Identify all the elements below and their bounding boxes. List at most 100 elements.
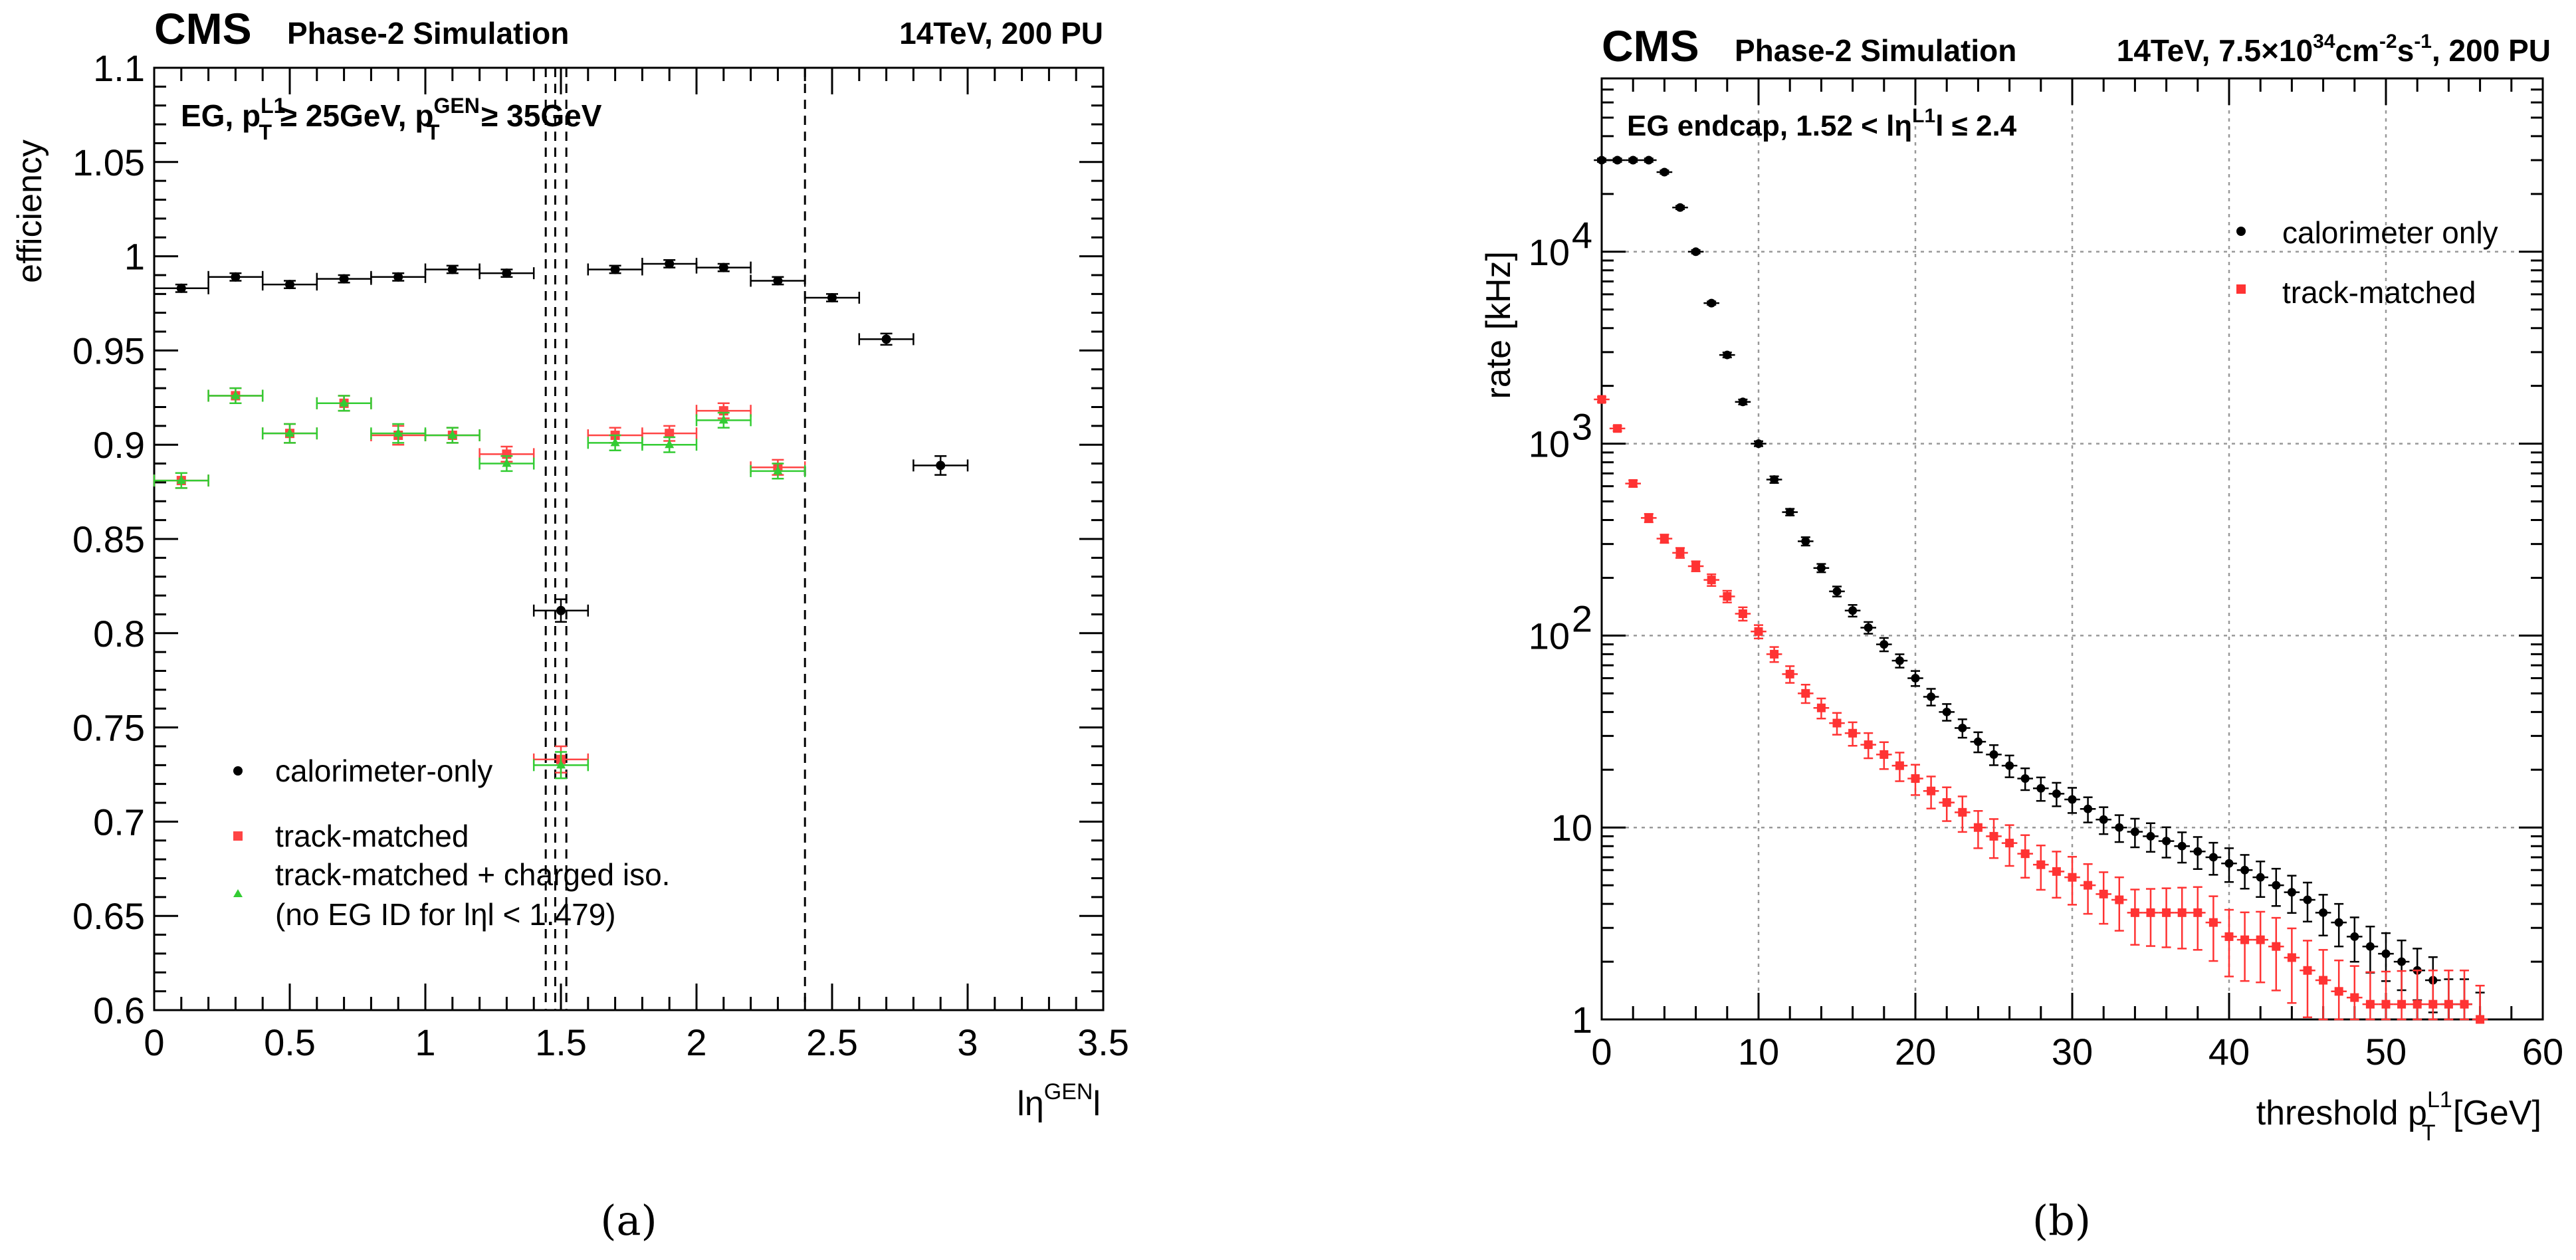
data-point-calorimeter-only <box>1816 564 1826 573</box>
data-point-calorimeter-only <box>1597 156 1606 165</box>
data-point-track-matched <box>1942 798 1951 807</box>
data-point-calorimeter-only <box>2115 823 2124 832</box>
data-point-calorimeter-only <box>2334 918 2343 927</box>
data-point-calorimeter-only <box>881 334 891 344</box>
data-point-track-matched <box>2397 999 2407 1009</box>
data-point-calorimeter-only <box>1927 692 1936 701</box>
panel-b-legend: calorimeter only track-matched <box>2236 215 2498 310</box>
legend-label-no-eg-id: (no EG ID for lηl < 1.479) <box>275 897 616 932</box>
panel-b-x-ticks: 0 10 20 30 40 50 60 <box>1591 78 2563 1073</box>
data-point-track-matched <box>2020 849 2030 859</box>
y-tick-label: 10 <box>1529 423 1570 465</box>
data-point-calorimeter-only <box>1723 350 1732 360</box>
data-point-calorimeter-only <box>339 274 349 284</box>
data-point-charged-iso <box>176 475 186 484</box>
data-point-track-matched <box>2177 908 2187 917</box>
panel-a-legend: calorimeter-only track-matched track-mat… <box>233 754 670 932</box>
data-point-calorimeter-only <box>1879 640 1889 649</box>
x-tick-label: 1.5 <box>535 1021 587 1063</box>
data-point-track-matched <box>1832 718 1842 728</box>
data-point-calorimeter-only <box>1958 723 1967 732</box>
data-point-calorimeter-only <box>2224 859 2234 868</box>
y-tick-label: 10 <box>1529 615 1570 657</box>
legend-marker-track-matched <box>233 831 243 841</box>
data-point-calorimeter-only <box>610 264 620 274</box>
panel-a-energy-label: 14TeV, 200 PU <box>899 16 1103 51</box>
data-point-calorimeter-only <box>176 283 186 293</box>
data-point-track-matched <box>2193 908 2202 917</box>
data-point-track-matched <box>1628 479 1638 488</box>
data-point-track-matched <box>2460 999 2469 1009</box>
x-tick-label: 3 <box>957 1021 978 1063</box>
data-point-calorimeter-only <box>1660 167 1669 177</box>
data-point-track-matched <box>1597 395 1606 404</box>
data-point-calorimeter-only <box>1738 397 1747 407</box>
data-point-calorimeter-only <box>2240 865 2250 875</box>
data-point-calorimeter-only <box>1707 298 1716 308</box>
data-point-track-matched <box>1879 750 1889 759</box>
panel-a-annotation: EG, pL1 T ≥ 25GeV, pGEN T ≥ 35GeV <box>181 94 602 144</box>
data-point-track-matched <box>2240 935 2250 944</box>
data-point-calorimeter-only <box>2193 847 2202 856</box>
panel-b-annotation: EG endcap, 1.52 < lηL1l ≤ 2.4 <box>1627 105 2017 142</box>
data-point-calorimeter-only <box>2005 761 2014 770</box>
data-point-calorimeter-only <box>2319 908 2328 917</box>
data-point-track-matched <box>1660 534 1669 544</box>
panel-a-caption: (a) <box>600 1196 657 1245</box>
data-point-calorimeter-only <box>2177 841 2187 851</box>
data-point-calorimeter-only <box>1628 156 1638 165</box>
data-point-calorimeter-only <box>1691 247 1701 257</box>
data-point-charged-iso <box>447 430 457 439</box>
x-tick-label: 20 <box>1895 1031 1936 1073</box>
data-point-track-matched <box>2208 918 2218 927</box>
legend-label-charged-iso: track-matched + charged iso. <box>275 857 670 892</box>
data-point-calorimeter-only <box>393 272 403 282</box>
data-point-calorimeter-only <box>1973 737 1983 746</box>
legend-marker-track-matched-b <box>2236 284 2246 294</box>
data-point-charged-iso <box>718 415 728 424</box>
data-point-track-matched <box>1613 424 1622 433</box>
panel-a-x-ticks: 0 0.5 1 1.5 2 2.5 3 3.5 <box>144 68 1129 1063</box>
x-tick-label: 60 <box>2522 1031 2563 1073</box>
data-point-calorimeter-only <box>1989 750 1998 759</box>
panel-b-caption: (b) <box>2032 1196 2091 1245</box>
data-point-calorimeter-only <box>1644 156 1654 165</box>
data-point-calorimeter-only <box>1848 606 1858 615</box>
data-point-track-matched <box>2350 993 2359 1002</box>
data-point-calorimeter-only <box>718 262 728 272</box>
data-point-track-matched <box>2084 881 2093 890</box>
data-point-calorimeter-only <box>2350 932 2359 941</box>
data-point-charged-iso <box>773 465 783 474</box>
x-tick-label: 50 <box>2365 1031 2407 1073</box>
y-tick-label: 1 <box>124 236 145 278</box>
data-point-calorimeter-only <box>2068 795 2077 804</box>
panel-a-cms-label: CMS <box>154 4 252 53</box>
data-point-track-matched <box>2428 999 2438 1009</box>
data-point-track-matched <box>1738 609 1747 618</box>
data-point-track-matched <box>1958 807 1967 817</box>
data-point-charged-iso <box>610 437 620 447</box>
x-tick-label: 0 <box>144 1021 164 1063</box>
data-point-calorimeter-only <box>231 272 241 282</box>
y-tick-label: 0.8 <box>93 613 145 655</box>
data-point-calorimeter-only <box>936 461 946 471</box>
y-tick-label: 0.95 <box>72 330 145 371</box>
data-point-calorimeter-only <box>2162 837 2171 846</box>
data-point-calorimeter-only <box>827 292 837 302</box>
data-point-track-matched <box>2036 860 2046 869</box>
y-tick-label: 0.65 <box>72 895 145 937</box>
data-point-track-matched <box>1895 761 1904 770</box>
data-point-track-matched <box>2287 953 2296 962</box>
data-point-calorimeter-only <box>1770 475 1779 484</box>
data-point-track-matched <box>2381 999 2391 1009</box>
data-point-track-matched <box>2303 966 2312 975</box>
data-point-calorimeter-only <box>2397 957 2407 966</box>
data-point-calorimeter-only <box>2381 949 2391 958</box>
y-tick-label: 0.6 <box>93 990 145 1031</box>
data-point-track-matched <box>1911 774 1920 783</box>
data-point-calorimeter-only <box>773 276 783 286</box>
data-point-charged-iso <box>556 760 566 769</box>
data-point-calorimeter-only <box>1801 537 1810 546</box>
data-point-calorimeter-only <box>2208 853 2218 862</box>
